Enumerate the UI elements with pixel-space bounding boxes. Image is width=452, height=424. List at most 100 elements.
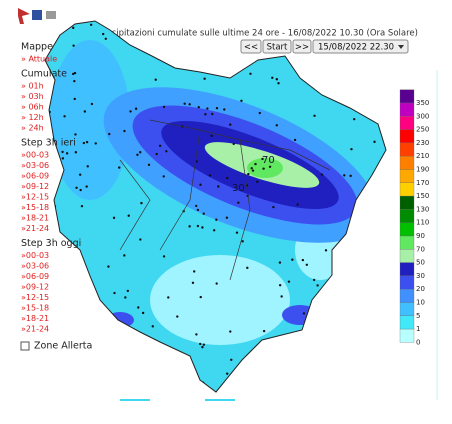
station-dot: [199, 342, 202, 346]
date-select[interactable]: 15/08/2022 22.30: [312, 39, 409, 54]
legend-label: 20: [416, 285, 425, 293]
toolbar-icons: [18, 8, 56, 24]
rain-field: [45, 21, 386, 392]
station-dot: [287, 280, 291, 283]
legend-label: 30: [416, 272, 425, 280]
legend-swatch: [399, 209, 415, 223]
station-dot: [293, 138, 297, 142]
station-dot: [211, 112, 214, 116]
menu-link[interactable]: »21-24: [21, 325, 49, 334]
menu-link[interactable]: »18-21: [21, 314, 49, 323]
station-dot: [79, 188, 82, 192]
station-dot: [223, 108, 226, 111]
station-dot: [247, 172, 250, 176]
station-dot: [301, 258, 305, 262]
menu-link[interactable]: »03-06: [21, 262, 49, 271]
menu-link[interactable]: »00-03: [21, 251, 49, 260]
station-dot: [182, 59, 186, 63]
station-dot: [256, 180, 259, 184]
save-icon[interactable]: [32, 10, 42, 20]
menu-link[interactable]: » 06h: [21, 103, 44, 112]
menu-link[interactable]: » 03h: [21, 92, 44, 101]
legend-swatch: [399, 302, 415, 316]
button-face: [240, 39, 262, 54]
station-dot: [102, 388, 105, 391]
station-dot: [204, 390, 208, 392]
menu-link[interactable]: » 01h: [21, 82, 44, 91]
station-dot: [230, 38, 233, 41]
button-face: [292, 39, 312, 54]
station-dot: [126, 374, 130, 377]
menu-link[interactable]: »06-09: [21, 272, 49, 281]
station-dot: [101, 32, 105, 36]
menu-link[interactable]: »21-24: [21, 224, 49, 233]
station-dot: [136, 153, 139, 156]
station-dot: [303, 365, 307, 368]
menu-link[interactable]: »00-03: [21, 151, 49, 160]
station-dot: [246, 266, 249, 270]
menu-link[interactable]: »12-15: [21, 293, 49, 302]
station-dot: [334, 73, 338, 76]
station-dot: [250, 167, 253, 170]
station-dot: [146, 374, 150, 378]
menu-link[interactable]: » 24h: [21, 124, 44, 133]
station-dot: [330, 85, 333, 89]
station-dot: [375, 346, 378, 350]
menu-link[interactable]: »09-12: [21, 182, 49, 191]
menu-link[interactable]: »15-18: [21, 203, 49, 212]
map-label: 30: [232, 183, 245, 194]
station-dot: [262, 329, 266, 333]
station-dot: [71, 366, 74, 369]
station-dot: [302, 312, 306, 315]
station-dot: [126, 350, 129, 353]
station-dot: [197, 106, 200, 109]
station-dot: [129, 110, 132, 113]
print-icon[interactable]: [46, 11, 56, 19]
checkbox[interactable]: [20, 341, 30, 351]
station-dot: [312, 278, 316, 282]
menu-link[interactable]: »03-06: [21, 161, 49, 170]
legend-label: 300: [416, 112, 429, 120]
button[interactable]: >>: [292, 39, 312, 54]
menu-link[interactable]: »06-09: [21, 172, 49, 181]
station-dot: [215, 106, 219, 110]
station-dot: [96, 308, 100, 312]
legend-label: 10: [416, 299, 425, 307]
field-zone: [282, 305, 318, 325]
menu-link[interactable]: »18-21: [21, 214, 49, 223]
button-face: [262, 39, 292, 54]
menu-link[interactable]: »09-12: [21, 283, 49, 292]
station-dot: [63, 115, 66, 118]
station-dot: [140, 201, 143, 205]
station-dot: [126, 289, 130, 293]
legend-swatch: [399, 289, 415, 303]
button[interactable]: <<: [240, 39, 262, 54]
menu-link[interactable]: » 12h: [21, 113, 44, 122]
station-dot: [356, 277, 359, 281]
station-dot: [90, 290, 93, 293]
station-dot: [86, 316, 90, 319]
checkbox-label[interactable]: Zone Allerta: [34, 341, 92, 352]
legend-label: 5: [416, 312, 420, 320]
button[interactable]: Start: [262, 39, 292, 54]
button-label: Start: [267, 43, 288, 53]
legend-label: 210: [416, 152, 429, 160]
station-dot: [201, 226, 204, 229]
select-value: 15/08/2022 22.30: [318, 43, 394, 53]
pointer-icon[interactable]: [18, 8, 30, 24]
station-dot: [235, 231, 239, 234]
station-dot: [208, 174, 212, 177]
station-dot: [262, 167, 265, 170]
station-dot: [104, 37, 107, 40]
menu-link[interactable]: »12-15: [21, 193, 49, 202]
station-dot: [305, 263, 309, 267]
menu-link[interactable]: » Attuale: [21, 55, 57, 64]
station-dot: [217, 185, 220, 188]
station-dot: [124, 296, 127, 299]
station-dot: [196, 224, 200, 228]
menu-link[interactable]: »15-18: [21, 304, 49, 313]
station-dot: [261, 157, 264, 161]
station-dot: [196, 51, 199, 54]
station-dot: [296, 203, 299, 206]
station-dot: [195, 204, 198, 208]
